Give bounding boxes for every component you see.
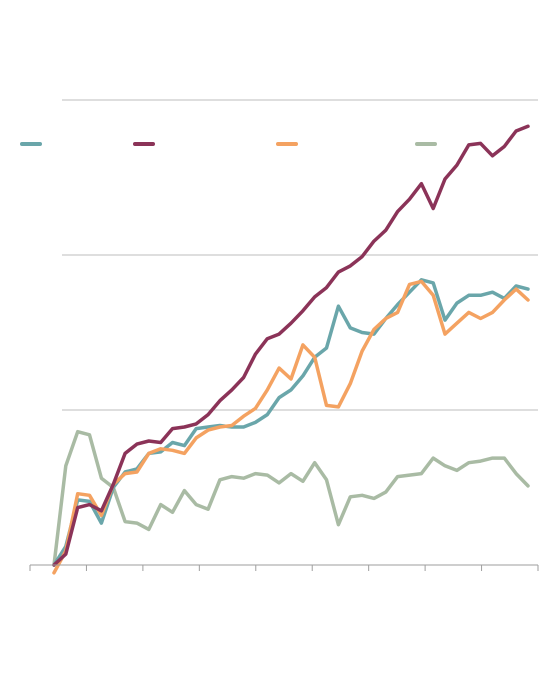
- series-line: [52, 279, 530, 575]
- series-line: [52, 429, 530, 567]
- y-gridlines: [62, 99, 538, 411]
- series-line: [52, 124, 530, 567]
- x-axis: [29, 564, 539, 571]
- series-line: [52, 278, 530, 567]
- series-lines: [52, 124, 530, 575]
